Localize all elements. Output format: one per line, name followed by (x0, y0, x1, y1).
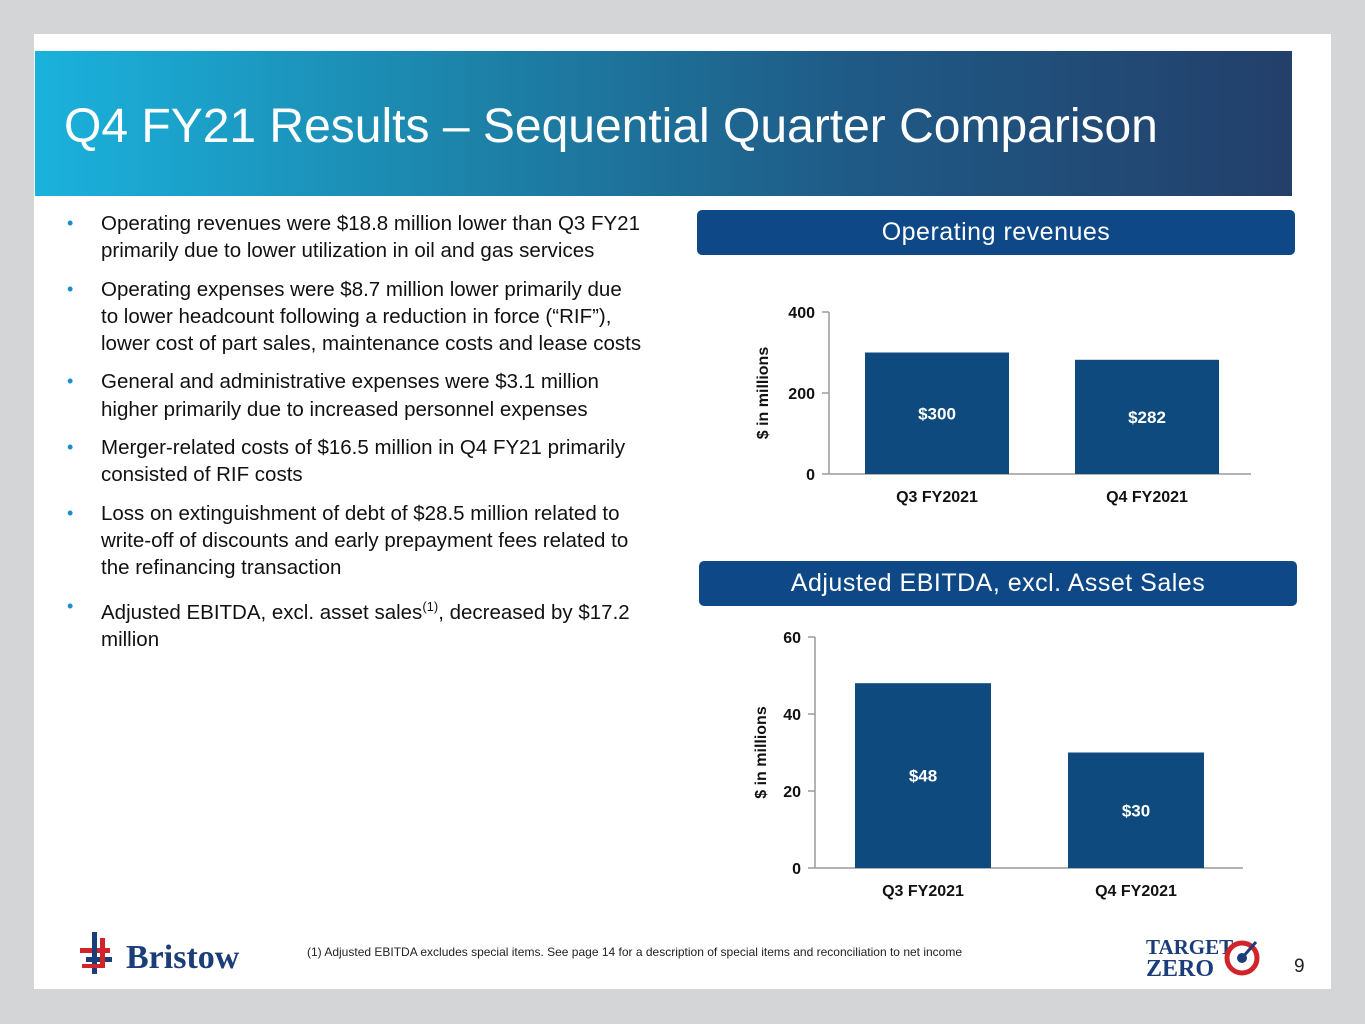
bullet-text: Loss on extinguishment of debt of $28.5 … (101, 501, 629, 580)
y-tick-label: 400 (788, 305, 815, 322)
ebitda-chart-header: Adjusted EBITDA, excl. Asset Sales (699, 561, 1297, 606)
bullet-item: • Operating expenses were $8.7 million lo… (64, 276, 644, 358)
title-bar: Q4 FY21 Results – Sequential Quarter Com… (35, 51, 1292, 196)
target-zero-logo: TARGET ZERO (1146, 935, 1260, 982)
bullet-icon: • (67, 371, 74, 392)
bullet-text: Operating revenues were $18.8 million lo… (101, 212, 640, 263)
target-icon (1224, 940, 1260, 976)
bullet-item: • General and administrative expenses wer… (64, 368, 644, 423)
bullet-list: • Operating revenues were $18.8 million l… (64, 210, 644, 664)
y-axis-label: $ in millions (753, 706, 770, 799)
bullet-icon: • (67, 213, 74, 233)
bullet-icon: • (67, 437, 74, 458)
y-tick-label: 20 (783, 784, 801, 801)
y-tick-label: 40 (783, 707, 801, 724)
slide: Q4 FY21 Results – Sequential Quarter Com… (34, 34, 1331, 989)
bar-data-label: $48 (909, 767, 937, 786)
x-category-label: Q3 FY2021 (896, 489, 978, 506)
bar-q4-fy2021 (1075, 359, 1219, 474)
bar-data-label: $300 (918, 404, 956, 423)
bullet-item: • Adjusted EBITDA, excl. asset sales(1), … (64, 593, 644, 653)
y-tick-label: 0 (792, 861, 801, 878)
y-tick-label: 60 (783, 630, 801, 647)
bullet-text-end: , decreased by $17.2 million (101, 600, 630, 651)
target-zero-line1: TARGET (1146, 935, 1233, 959)
bullet-icon: • (67, 502, 74, 523)
bullet-icon: • (67, 595, 74, 616)
x-category-label: Q4 FY2021 (1106, 489, 1188, 506)
bar-q4-fy2021 (1068, 752, 1204, 868)
bullet-item: • Loss on extinguishment of debt of $28.5… (64, 500, 644, 582)
bullet-icon: • (67, 278, 74, 299)
target-zero-line2: ZERO (1146, 956, 1214, 982)
footnote-ref: (1) (422, 598, 439, 614)
slide-title: Q4 FY21 Results – Sequential Quarter Com… (64, 100, 1158, 153)
bullet-item: • Operating revenues were $18.8 million l… (64, 210, 644, 265)
bristow-logo-text: Bristow (126, 939, 240, 976)
revenue-chart-header: Operating revenues (697, 210, 1295, 255)
ebitda-chart: 0 20 40 60 $ in millions $48 Q3 FY2021 $30 Q4 FY… (753, 630, 1243, 900)
bar-data-label: $282 (1128, 408, 1166, 427)
bar-data-label: $30 (1122, 801, 1150, 820)
y-tick-label: 200 (788, 386, 815, 403)
bullet-text: Adjusted EBITDA, excl. asset sales (101, 600, 423, 624)
bar-q3-fy2021 (865, 352, 1009, 474)
y-tick-label: 0 (806, 467, 815, 484)
bristow-flag-icon (80, 932, 112, 974)
bullet-text: General and administrative expenses were… (101, 370, 599, 421)
x-category-label: Q4 FY2021 (1095, 883, 1177, 900)
bullet-text: Merger-related costs of $16.5 million in… (101, 436, 626, 487)
footnote: (1) Adjusted EBITDA excludes special ite… (307, 945, 963, 959)
page-number: 9 (1294, 956, 1305, 977)
x-category-label: Q3 FY2021 (882, 883, 964, 900)
y-axis-label: $ in millions (755, 347, 772, 440)
bullet-text: Operating expenses were $8.7 million low… (101, 277, 642, 356)
bar-q3-fy2021 (855, 683, 991, 868)
bristow-logo: Bristow (80, 932, 240, 976)
bullet-item: • Merger-related costs of $16.5 million i… (64, 434, 644, 489)
revenue-chart: 0 200 400 $ in millions $300 Q3 FY2021 $282 Q4 … (755, 305, 1251, 506)
